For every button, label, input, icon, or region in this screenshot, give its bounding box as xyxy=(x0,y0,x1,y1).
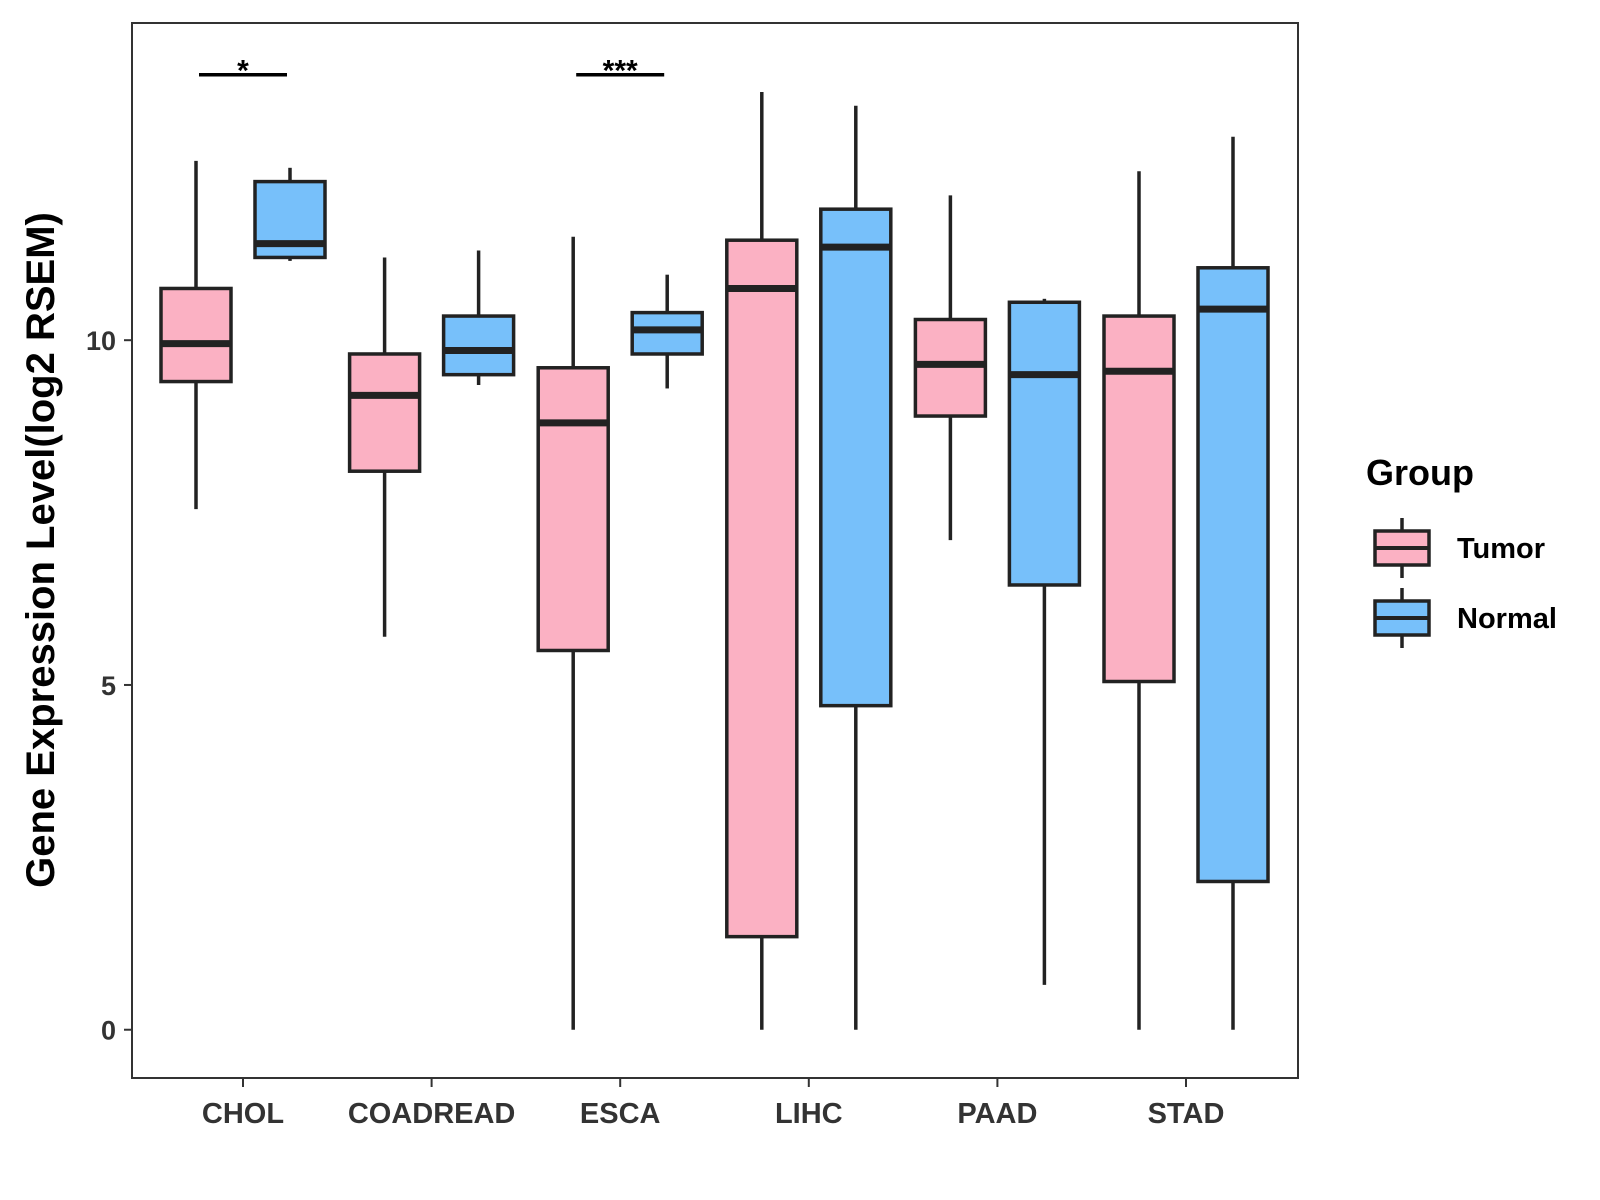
box-tumor-lihc xyxy=(725,91,799,1030)
box-body xyxy=(1102,314,1176,684)
legend-label-tumor: Tumor xyxy=(1457,533,1545,565)
significance-label: *** xyxy=(603,55,638,88)
box-tumor-chol xyxy=(159,160,233,510)
box-tumor-esca xyxy=(536,236,610,1030)
legend-title: Group xyxy=(1366,452,1474,493)
box-tumor-coadread xyxy=(347,257,422,637)
y-tick-label: 5 xyxy=(101,671,116,701)
x-tick-label: PAAD xyxy=(957,1098,1037,1130)
y-tick-label: 0 xyxy=(101,1016,116,1046)
box-normal-esca xyxy=(630,274,704,389)
box-body xyxy=(441,314,516,377)
x-tick-label: STAD xyxy=(1148,1098,1225,1130)
box-group xyxy=(159,91,1270,1030)
box-body xyxy=(536,366,610,653)
box-body xyxy=(1196,266,1270,884)
legend-key-normal xyxy=(1373,588,1431,648)
legend-key-tumor xyxy=(1373,518,1431,578)
legend: Group Tumor Normal xyxy=(1366,452,1557,648)
x-tick-label: LIHC xyxy=(775,1098,843,1130)
box-tumor-paad xyxy=(913,195,988,541)
box-tumor-stad xyxy=(1102,171,1176,1030)
y-axis-title: Gene Expression Level(log2 RSEM) xyxy=(19,212,63,888)
y-tick-label: 10 xyxy=(86,326,116,356)
x-tick-label: CHOL xyxy=(202,1098,284,1130)
box-normal-stad xyxy=(1196,136,1270,1030)
box-body xyxy=(725,238,799,939)
box-body xyxy=(819,207,893,708)
box-body xyxy=(347,352,422,473)
x-tick-label: ESCA xyxy=(580,1098,661,1130)
y-axis: 0 5 10 xyxy=(86,326,132,1046)
significance-label: * xyxy=(237,55,249,88)
x-axis: CHOL COADREAD ESCA LIHC PAAD STAD xyxy=(202,1078,1224,1130)
x-tick-label: COADREAD xyxy=(348,1098,516,1130)
box-normal-lihc xyxy=(819,105,893,1030)
box-body xyxy=(159,286,233,384)
box-body xyxy=(1007,300,1082,587)
significance-annotations: * *** xyxy=(199,55,665,88)
box-normal-coadread xyxy=(441,250,516,386)
legend-label-normal: Normal xyxy=(1457,603,1557,635)
box-normal-paad xyxy=(1007,298,1082,985)
box-normal-chol xyxy=(253,167,327,261)
